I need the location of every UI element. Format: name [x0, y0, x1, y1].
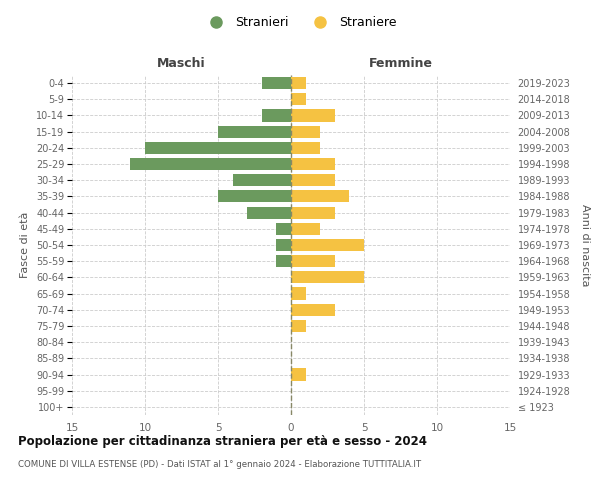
Bar — [145, 142, 291, 154]
Text: Popolazione per cittadinanza straniera per età e sesso - 2024: Popolazione per cittadinanza straniera p… — [18, 435, 427, 448]
Bar — [262, 77, 291, 89]
Y-axis label: Anni di nascita: Anni di nascita — [580, 204, 590, 286]
Bar — [291, 174, 335, 186]
Text: COMUNE DI VILLA ESTENSE (PD) - Dati ISTAT al 1° gennaio 2024 - Elaborazione TUTT: COMUNE DI VILLA ESTENSE (PD) - Dati ISTA… — [18, 460, 421, 469]
Bar — [277, 222, 291, 235]
Bar — [233, 174, 291, 186]
Bar — [291, 255, 335, 268]
Bar — [291, 272, 364, 283]
Bar — [291, 110, 335, 122]
Text: Femmine: Femmine — [368, 57, 433, 70]
Bar — [218, 126, 291, 138]
Bar — [291, 304, 335, 316]
Bar — [291, 368, 305, 380]
Bar — [130, 158, 291, 170]
Bar — [291, 288, 305, 300]
Bar — [291, 142, 320, 154]
Bar — [218, 190, 291, 202]
Legend: Stranieri, Straniere: Stranieri, Straniere — [199, 11, 401, 34]
Bar — [291, 239, 364, 251]
Bar — [277, 255, 291, 268]
Bar — [291, 93, 305, 106]
Bar — [291, 190, 349, 202]
Bar — [277, 239, 291, 251]
Bar — [247, 206, 291, 218]
Y-axis label: Fasce di età: Fasce di età — [20, 212, 31, 278]
Bar — [291, 206, 335, 218]
Bar — [291, 320, 305, 332]
Bar — [291, 77, 305, 89]
Text: Maschi: Maschi — [157, 57, 206, 70]
Bar — [291, 222, 320, 235]
Bar — [291, 158, 335, 170]
Bar — [262, 110, 291, 122]
Bar — [291, 126, 320, 138]
